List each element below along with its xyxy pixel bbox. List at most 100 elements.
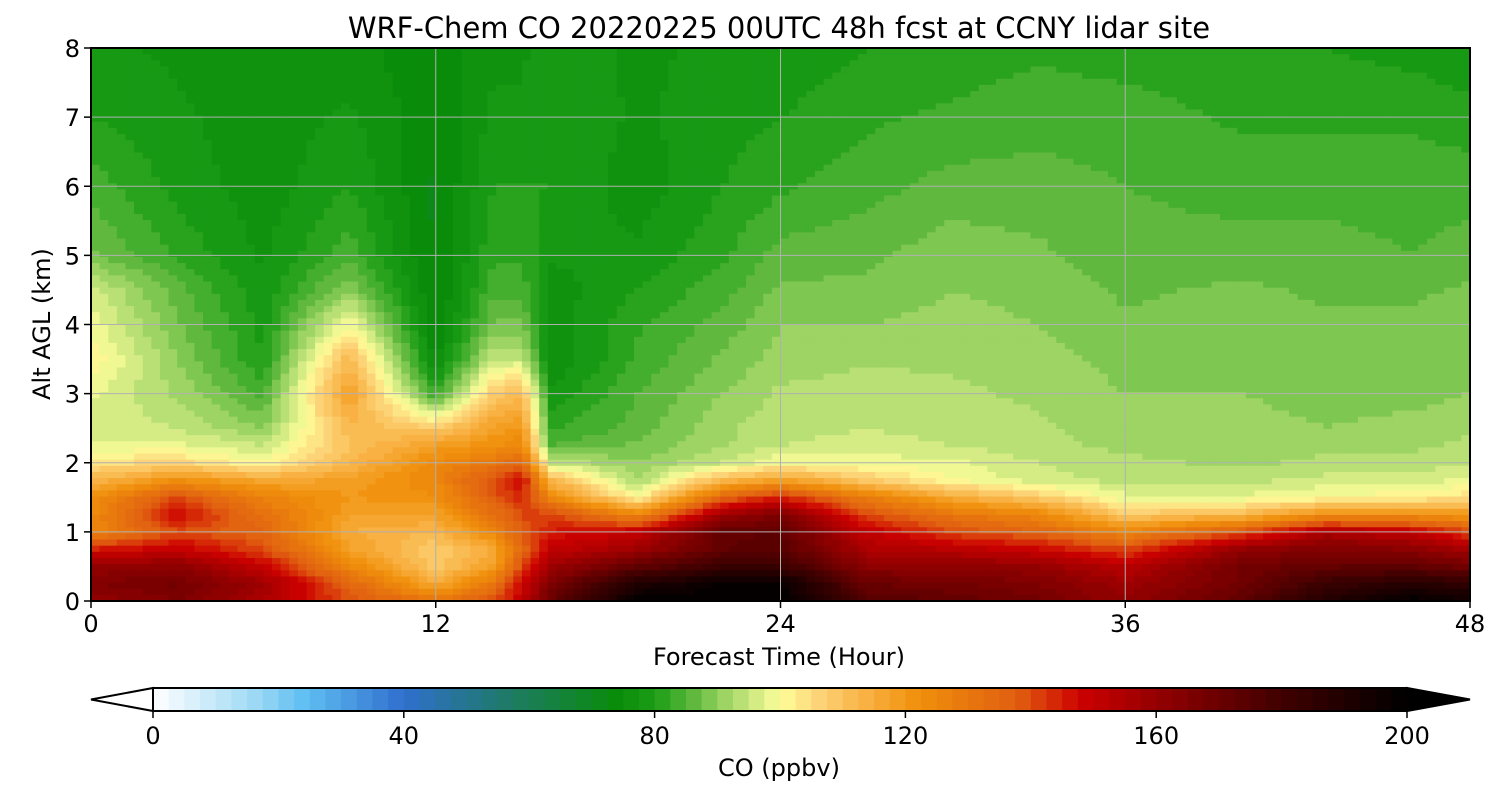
heat-cell [177, 115, 187, 123]
heat-cell [685, 121, 695, 129]
heat-cell [116, 177, 127, 184]
heat-cell [771, 207, 782, 215]
heat-cell [780, 158, 790, 166]
heat-cell [108, 109, 118, 117]
heat-cell [1090, 60, 1100, 68]
heat-cell [608, 140, 618, 147]
heat-cell [840, 97, 851, 104]
heat-cell [1125, 226, 1135, 233]
heat-cell [159, 66, 170, 74]
heat-cell [642, 60, 652, 68]
heat-cell [806, 78, 816, 86]
heat-cell [1280, 60, 1290, 68]
heat-cell [659, 48, 670, 55]
heat-cell [1021, 158, 1032, 166]
heat-cell [366, 195, 377, 203]
heat-cell [668, 226, 678, 233]
heat-cell [582, 146, 592, 154]
heat-cell [582, 201, 592, 209]
heat-cell [194, 177, 204, 184]
heat-cell [987, 201, 997, 209]
heat-cell [315, 207, 325, 215]
heat-cell [1039, 146, 1049, 154]
heat-cell [565, 78, 575, 86]
heat-cell [1030, 164, 1040, 172]
heat-cell [883, 91, 894, 98]
heat-cell [901, 48, 911, 55]
heat-cell [358, 146, 368, 154]
heat-cell [254, 127, 264, 135]
heat-cell [332, 121, 342, 129]
heat-cell [814, 84, 825, 92]
heat-cell [616, 220, 626, 227]
heat-cell [944, 170, 954, 178]
heat-cell [746, 189, 756, 197]
heat-cell [289, 54, 299, 61]
heat-cell [556, 54, 566, 61]
heat-cell [1185, 189, 1195, 197]
heat-cell [642, 48, 652, 55]
heat-cell [401, 201, 411, 209]
heat-cell [185, 121, 196, 129]
heat-cell [539, 48, 549, 55]
heat-cell [832, 207, 842, 215]
heat-cell [340, 72, 351, 80]
heat-cell [944, 177, 954, 184]
heat-cell [323, 72, 333, 80]
heat-cell [91, 207, 101, 215]
heat-cell [1383, 158, 1394, 166]
heat-cell [91, 115, 101, 123]
heat-cell [1383, 84, 1394, 92]
heat-cell [1383, 78, 1394, 86]
heat-cell [366, 226, 377, 233]
heat-cell [521, 213, 532, 221]
heat-cell [323, 54, 333, 61]
heat-cell [961, 103, 971, 111]
heat-cell [702, 109, 713, 117]
heat-cell [909, 195, 919, 203]
heat-cell [1185, 109, 1195, 117]
heat-cell [1176, 48, 1187, 55]
heat-cell [470, 213, 480, 221]
heat-cell [297, 84, 308, 92]
heat-cell [694, 66, 704, 74]
heat-cell [366, 140, 377, 147]
heat-cell [1349, 226, 1359, 233]
heat-cell [271, 115, 282, 123]
heat-cell [720, 48, 730, 55]
heat-cell [840, 91, 851, 98]
heat-cell [435, 121, 445, 129]
heat-cell [1047, 127, 1057, 135]
heat-cell [1263, 207, 1273, 215]
heat-cell [91, 84, 101, 92]
heat-cell [1366, 91, 1376, 98]
heat-cell [556, 78, 566, 86]
heat-cell [384, 207, 394, 215]
heat-cell [608, 109, 618, 117]
heat-cell [496, 146, 506, 154]
heat-cell [1323, 84, 1333, 92]
heat-cell [1211, 78, 1221, 86]
heat-cell [547, 201, 558, 209]
heat-cell [1047, 72, 1057, 80]
heat-cell [875, 140, 885, 147]
heat-cell [1323, 158, 1333, 166]
heat-cell [702, 146, 713, 154]
heat-cell [91, 127, 101, 135]
heat-cell [116, 158, 127, 166]
heat-cell [1444, 201, 1454, 209]
heat-cell [1366, 207, 1376, 215]
heat-cell [995, 207, 1006, 215]
heat-cell [901, 103, 911, 111]
heat-cell [1056, 220, 1066, 227]
heat-cell [573, 48, 583, 55]
heat-cell [556, 207, 566, 215]
heat-cell [711, 201, 721, 209]
heat-cell [780, 213, 790, 221]
heat-cell [254, 134, 264, 141]
heat-cell [1314, 152, 1325, 160]
heat-cell [332, 134, 342, 141]
heat-cell [125, 220, 135, 227]
heat-cell [315, 152, 325, 160]
heat-cell [203, 54, 213, 61]
